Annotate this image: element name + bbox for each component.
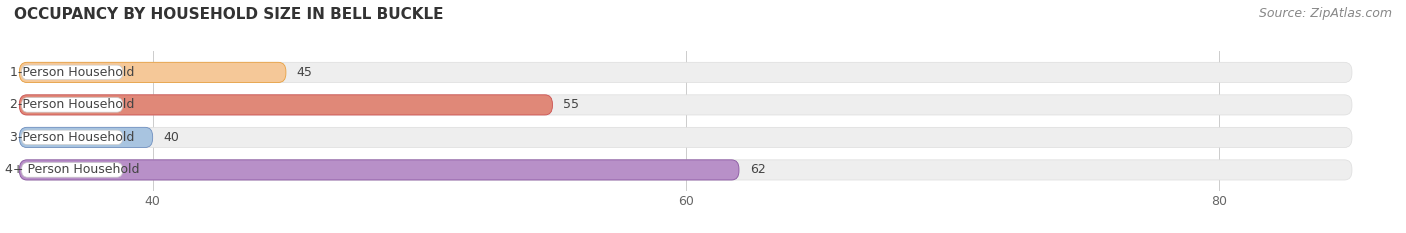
Text: Source: ZipAtlas.com: Source: ZipAtlas.com: [1258, 7, 1392, 20]
FancyBboxPatch shape: [20, 127, 1353, 147]
Text: 45: 45: [297, 66, 312, 79]
FancyBboxPatch shape: [21, 98, 122, 112]
Text: 62: 62: [749, 163, 765, 176]
Text: 2-Person Household: 2-Person Household: [10, 98, 135, 111]
Text: 40: 40: [163, 131, 179, 144]
Text: OCCUPANCY BY HOUSEHOLD SIZE IN BELL BUCKLE: OCCUPANCY BY HOUSEHOLD SIZE IN BELL BUCK…: [14, 7, 443, 22]
FancyBboxPatch shape: [20, 127, 153, 147]
FancyBboxPatch shape: [20, 160, 740, 180]
Text: 4+ Person Household: 4+ Person Household: [4, 163, 139, 176]
FancyBboxPatch shape: [20, 62, 285, 82]
FancyBboxPatch shape: [20, 95, 1353, 115]
FancyBboxPatch shape: [20, 160, 1353, 180]
FancyBboxPatch shape: [21, 65, 122, 80]
FancyBboxPatch shape: [21, 163, 122, 177]
FancyBboxPatch shape: [20, 95, 553, 115]
Text: 1-Person Household: 1-Person Household: [10, 66, 135, 79]
FancyBboxPatch shape: [21, 130, 122, 145]
FancyBboxPatch shape: [20, 62, 1353, 82]
Text: 3-Person Household: 3-Person Household: [10, 131, 135, 144]
Text: 55: 55: [562, 98, 579, 111]
